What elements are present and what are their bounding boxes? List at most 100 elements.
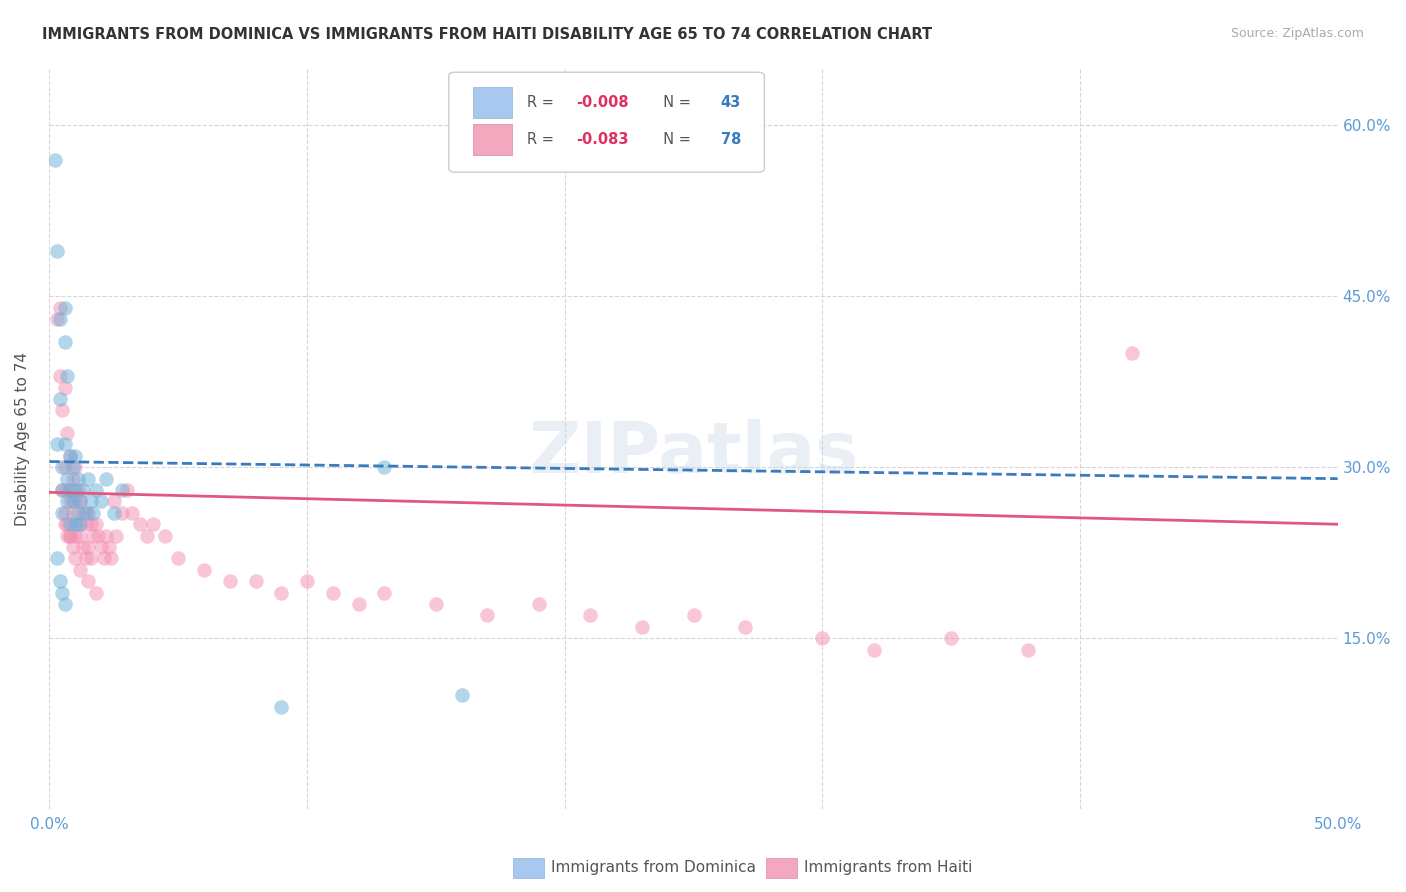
Point [79, 551, 101, 566]
Point [63, 551, 86, 566]
Point [79, 517, 101, 532]
Point [1121, 346, 1143, 360]
Point [218, 574, 240, 589]
Point [115, 483, 138, 497]
Point [69, 494, 91, 508]
Point [103, 506, 125, 520]
Text: ZIPatlas: ZIPatlas [529, 419, 859, 488]
Point [48, 301, 70, 315]
Point [103, 494, 125, 508]
Text: 43: 43 [721, 95, 741, 110]
Point [110, 506, 132, 520]
Text: Immigrants from Haiti: Immigrants from Haiti [804, 861, 973, 875]
Point [90, 494, 112, 508]
Text: 78: 78 [721, 132, 741, 147]
Point [63, 528, 86, 542]
Point [77, 540, 100, 554]
Text: N =: N = [654, 95, 695, 110]
Point [53, 517, 76, 532]
Point [59, 494, 82, 508]
Text: N =: N = [654, 132, 695, 147]
Point [66, 506, 89, 520]
Point [56, 494, 79, 508]
Point [84, 585, 107, 599]
Point [347, 597, 370, 611]
Point [527, 597, 550, 611]
Point [75, 551, 97, 566]
Point [82, 506, 104, 520]
Point [245, 574, 267, 589]
Point [270, 585, 292, 599]
Point [941, 631, 963, 645]
Point [105, 528, 128, 542]
Point [97, 540, 120, 554]
Point [46, 437, 69, 451]
Point [69, 494, 91, 508]
Point [110, 483, 132, 497]
Point [53, 380, 76, 394]
Point [373, 585, 395, 599]
Point [84, 483, 107, 497]
Point [62, 472, 84, 486]
Point [62, 460, 84, 475]
Point [66, 517, 89, 532]
Point [69, 563, 91, 577]
Point [373, 460, 395, 475]
Point [450, 688, 472, 702]
Point [93, 551, 115, 566]
Point [46, 244, 69, 258]
Point [69, 528, 91, 542]
Point [56, 472, 79, 486]
FancyBboxPatch shape [449, 72, 765, 172]
Text: IMMIGRANTS FROM DOMINICA VS IMMIGRANTS FROM HAITI DISABILITY AGE 65 TO 74 CORREL: IMMIGRANTS FROM DOMINICA VS IMMIGRANTS F… [42, 27, 932, 42]
Point [811, 631, 834, 645]
Point [56, 426, 79, 441]
Point [51, 483, 73, 497]
Point [51, 585, 73, 599]
Point [77, 506, 100, 520]
Point [46, 312, 69, 326]
Point [53, 334, 76, 349]
Point [94, 472, 117, 486]
Point [141, 517, 163, 532]
Point [62, 540, 84, 554]
Point [48, 574, 70, 589]
Point [82, 528, 104, 542]
Point [59, 449, 82, 463]
Point [682, 608, 704, 623]
Point [128, 517, 150, 532]
Point [87, 528, 110, 542]
Point [121, 506, 143, 520]
Point [72, 483, 94, 497]
Y-axis label: Disability Age 65 to 74: Disability Age 65 to 74 [15, 351, 30, 525]
FancyBboxPatch shape [474, 87, 512, 118]
Text: -0.083: -0.083 [576, 132, 628, 147]
Point [59, 528, 82, 542]
Point [734, 620, 756, 634]
Point [155, 528, 177, 542]
Point [477, 608, 499, 623]
Point [72, 506, 94, 520]
Point [53, 597, 76, 611]
Point [322, 585, 344, 599]
Point [56, 517, 79, 532]
Point [75, 506, 97, 520]
Point [631, 620, 654, 634]
Point [46, 551, 69, 566]
Point [84, 517, 107, 532]
Point [59, 528, 82, 542]
Point [72, 540, 94, 554]
Point [863, 642, 886, 657]
Point [94, 528, 117, 542]
Point [63, 494, 86, 508]
Point [425, 597, 447, 611]
Point [53, 460, 76, 475]
Text: Source: ZipAtlas.com: Source: ZipAtlas.com [1230, 27, 1364, 40]
Point [63, 449, 86, 463]
Point [53, 506, 76, 520]
Point [51, 403, 73, 417]
Point [193, 563, 215, 577]
Point [44, 153, 66, 167]
Point [79, 494, 101, 508]
Point [100, 551, 122, 566]
